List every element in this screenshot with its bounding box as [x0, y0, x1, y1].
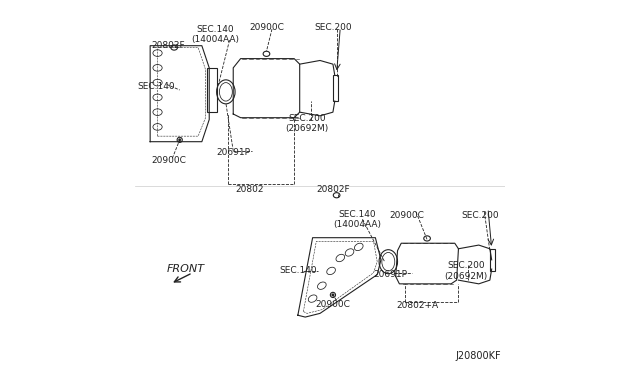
Ellipse shape: [332, 294, 334, 296]
Text: 20900C: 20900C: [151, 155, 186, 165]
Text: SEC.140
(14004AA): SEC.140 (14004AA): [191, 25, 239, 44]
Text: 20802: 20802: [236, 185, 264, 194]
Text: J20800KF: J20800KF: [456, 351, 502, 361]
Text: SEC.200: SEC.200: [314, 23, 352, 32]
Text: 20691P: 20691P: [216, 148, 250, 157]
Text: SEC.140
(14004AA): SEC.140 (14004AA): [333, 209, 381, 229]
Text: SEC.200
(20692M): SEC.200 (20692M): [285, 113, 329, 133]
Text: 20802F: 20802F: [316, 185, 349, 194]
Text: FRONT: FRONT: [166, 264, 204, 274]
Text: 20802+A: 20802+A: [397, 301, 439, 311]
Text: 20900C: 20900C: [389, 211, 424, 220]
Text: 20802F: 20802F: [152, 41, 186, 50]
Text: 20691P: 20691P: [373, 270, 407, 279]
Text: 20900C: 20900C: [316, 300, 350, 309]
Text: SEC.140: SEC.140: [279, 266, 317, 275]
Ellipse shape: [179, 138, 181, 141]
Text: SEC.140: SEC.140: [137, 82, 175, 91]
Text: SEC.200
(20692M): SEC.200 (20692M): [444, 261, 488, 280]
Text: SEC.200: SEC.200: [462, 211, 499, 220]
Text: 20900C: 20900C: [249, 23, 284, 32]
